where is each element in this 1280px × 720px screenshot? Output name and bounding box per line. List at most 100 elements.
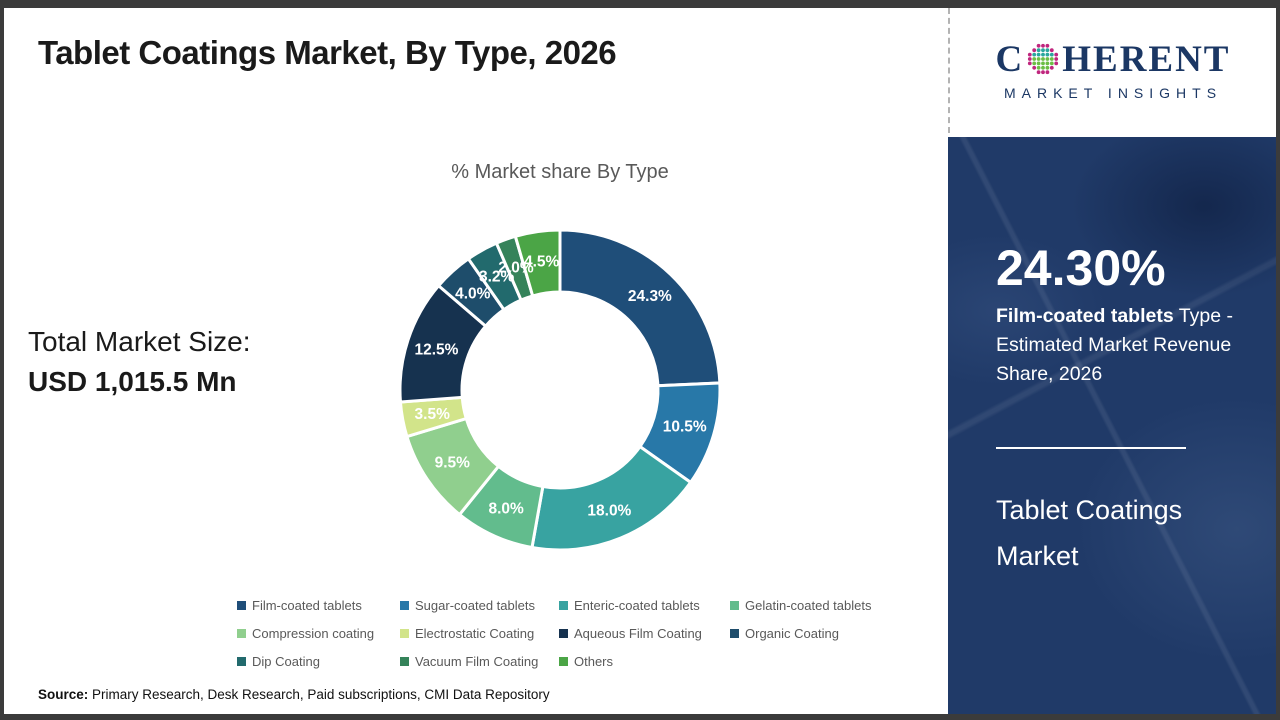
highlight-description: Film-coated tablets Type - Estimated Mar… [996, 302, 1246, 389]
globe-dot [1036, 61, 1041, 65]
donut-chart: 24.3% 10.5% 18.0% 8.0% 9.5% 3.5% 12.5% 4.0% 3.2%… [388, 218, 732, 562]
legend-swatch [559, 628, 568, 638]
globe-dot [1045, 65, 1050, 70]
globe-dot [1028, 56, 1032, 61]
globe-dot [1045, 69, 1050, 74]
legend-item: Electrostatic Coating [400, 624, 559, 642]
total-market-size: Total Market Size: USD 1,015.5 Mn [28, 322, 251, 402]
legend-swatch [237, 600, 246, 610]
donut-label: 10.5% [663, 419, 707, 436]
globe-dot [1054, 52, 1059, 56]
donut-label: 3.5% [415, 406, 451, 423]
globe-dot [1050, 52, 1054, 56]
legend-label: Film-coated tablets [252, 597, 362, 613]
brand-logo-subtitle: MARKET INSIGHTS [1003, 84, 1223, 101]
globe-dot [1036, 47, 1041, 52]
globe-dot [1045, 56, 1050, 61]
legend-item: Film-coated tablets [237, 596, 400, 614]
globe-dot [1041, 61, 1046, 65]
legend-item: Dip Coating [237, 652, 400, 670]
globe-dot [1028, 52, 1032, 56]
legend-label: Compression coating [252, 625, 375, 641]
globe-dot [1032, 61, 1037, 65]
legend-item: Others [559, 652, 730, 670]
source-note: Source: Primary Research, Desk Research,… [38, 687, 550, 702]
legend-item: Organic Coating [730, 624, 902, 642]
legend-label: Aqueous Film Coating [574, 625, 702, 641]
donut-segment-others [513, 228, 562, 298]
legend-item: Enteric-coated tablets [559, 596, 730, 614]
legend-label: Organic Coating [745, 625, 839, 641]
page-title: Tablet Coatings Market, By Type, 2026 [38, 34, 617, 71]
total-market-size-label: Total Market Size: [28, 326, 251, 357]
brand-logo: C HERENT MARKET INSIGHTS [948, 8, 1276, 133]
highlight-side-panel: 24.30% Film-coated tablets Type - Estima… [948, 137, 1276, 714]
donut-label: 12.5% [415, 341, 459, 358]
globe-dot [1054, 56, 1059, 61]
legend-swatch [730, 600, 739, 610]
globe-dot [1036, 69, 1041, 74]
legend-swatch [400, 628, 409, 638]
legend-swatch [237, 656, 246, 666]
globe-dot [1050, 65, 1054, 70]
legend-label: Others [574, 653, 614, 669]
source-label: Source: [38, 687, 89, 702]
globe-dot [1050, 56, 1054, 61]
legend-swatch [559, 656, 568, 666]
globe-dot [1041, 52, 1046, 56]
globe-dot [1041, 47, 1046, 52]
globe-dot [1032, 52, 1037, 56]
globe-dot [1041, 56, 1046, 61]
donut-label: 18.0% [587, 502, 631, 519]
legend-item: Aqueous Film Coating [559, 624, 730, 642]
donut-label: 4.5% [524, 253, 560, 270]
donut-label: 24.3% [628, 288, 672, 305]
globe-dot [1041, 43, 1046, 48]
legend-label: Gelatin-coated tablets [745, 597, 872, 613]
legend-label: Sugar-coated tablets [415, 597, 535, 613]
donut-label: 2.0% [498, 260, 534, 277]
globe-dot [1036, 43, 1041, 48]
legend-swatch [237, 628, 246, 638]
globe-dot [1045, 47, 1050, 52]
legend-swatch [730, 628, 739, 638]
globe-dot [1045, 43, 1050, 48]
legend-swatch [400, 656, 409, 666]
globe-dots-icon [1028, 43, 1059, 74]
globe-dot [1036, 65, 1041, 70]
globe-dot [1045, 52, 1050, 56]
legend-label: Vacuum Film Coating [415, 653, 539, 669]
highlight-percentage: 24.30% [996, 240, 1166, 296]
brand-logo-wordmark: C HERENT [996, 41, 1231, 79]
panel-divider [996, 447, 1186, 449]
donut-chart-svg: 24.3% 10.5% 18.0% 8.0% 9.5% 3.5% 12.5% 4.0%3.2%… [398, 228, 722, 552]
legend-label: Enteric-coated tablets [574, 597, 700, 613]
legend-label: Dip Coating [252, 653, 320, 669]
globe-dot [1036, 56, 1041, 61]
side-panel-content: 24.30% Film-coated tablets Type - Estima… [948, 137, 1276, 579]
globe-dot [1050, 61, 1054, 65]
donut-label: 8.0% [488, 500, 524, 517]
donut-label: 9.5% [435, 455, 471, 472]
legend-swatch [400, 600, 409, 610]
globe-dot [1054, 61, 1059, 65]
highlight-description-bold: Film-coated tablets [996, 305, 1174, 327]
legend-swatch [559, 600, 568, 610]
logo-word-end: HERENT [1062, 39, 1231, 80]
legend-item: Gelatin-coated tablets [730, 596, 902, 614]
legend-item: Sugar-coated tablets [400, 596, 559, 614]
highlight-description-rest: Type - Estimated Market Revenue Share, 2… [996, 305, 1233, 385]
globe-dot [1041, 69, 1046, 74]
globe-dot [1050, 47, 1054, 52]
legend-item: Vacuum Film Coating [400, 652, 559, 670]
logo-word-start: C [995, 39, 1025, 80]
legend-label: Electrostatic Coating [415, 625, 535, 641]
globe-dot [1028, 61, 1032, 65]
globe-dot [1032, 56, 1037, 61]
legend-item: Compression coating [237, 624, 400, 642]
globe-dot [1041, 65, 1046, 70]
globe-dot [1045, 61, 1050, 65]
globe-dot [1032, 65, 1037, 70]
source-text: Primary Research, Desk Research, Paid su… [88, 687, 550, 702]
